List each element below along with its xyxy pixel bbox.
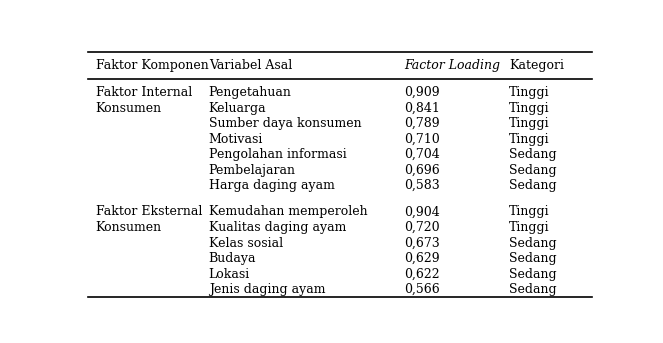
Text: 0,909: 0,909 xyxy=(404,86,440,99)
Text: 0,622: 0,622 xyxy=(404,268,440,281)
Text: Tinggi: Tinggi xyxy=(509,117,550,130)
Text: Tinggi: Tinggi xyxy=(509,132,550,145)
Text: Tinggi: Tinggi xyxy=(509,86,550,99)
Text: 0,583: 0,583 xyxy=(404,179,440,192)
Text: Faktor Internal: Faktor Internal xyxy=(95,86,192,99)
Text: Budaya: Budaya xyxy=(209,252,257,265)
Text: 0,789: 0,789 xyxy=(404,117,440,130)
Text: Sedang: Sedang xyxy=(509,237,557,249)
Text: 0,629: 0,629 xyxy=(404,252,440,265)
Text: Factor Loading: Factor Loading xyxy=(404,59,500,72)
Text: Kualitas daging ayam: Kualitas daging ayam xyxy=(209,221,346,234)
Text: Sedang: Sedang xyxy=(509,179,557,192)
Text: Kelas sosial: Kelas sosial xyxy=(209,237,283,249)
Text: 0,904: 0,904 xyxy=(404,205,440,218)
Text: Sedang: Sedang xyxy=(509,252,557,265)
Text: Lokasi: Lokasi xyxy=(209,268,250,281)
Text: Variabel Asal: Variabel Asal xyxy=(209,59,292,72)
Text: Pengolahan informasi: Pengolahan informasi xyxy=(209,148,347,161)
Text: 0,566: 0,566 xyxy=(404,283,440,296)
Text: Tinggi: Tinggi xyxy=(509,221,550,234)
Text: 0,704: 0,704 xyxy=(404,148,440,161)
Text: Harga daging ayam: Harga daging ayam xyxy=(209,179,335,192)
Text: Motivasi: Motivasi xyxy=(209,132,263,145)
Text: Pembelajaran: Pembelajaran xyxy=(209,164,296,177)
Text: Sumber daya konsumen: Sumber daya konsumen xyxy=(209,117,361,130)
Text: Faktor Komponen: Faktor Komponen xyxy=(95,59,208,72)
Text: Pengetahuan: Pengetahuan xyxy=(209,86,292,99)
Text: Faktor Eksternal: Faktor Eksternal xyxy=(95,205,202,218)
Text: Keluarga: Keluarga xyxy=(209,102,267,115)
Text: Sedang: Sedang xyxy=(509,283,557,296)
Text: Sedang: Sedang xyxy=(509,268,557,281)
Text: Konsumen: Konsumen xyxy=(95,221,162,234)
Text: Kemudahan memperoleh: Kemudahan memperoleh xyxy=(209,205,367,218)
Text: Jenis daging ayam: Jenis daging ayam xyxy=(209,283,326,296)
Text: Tinggi: Tinggi xyxy=(509,205,550,218)
Text: 0,696: 0,696 xyxy=(404,164,440,177)
Text: Konsumen: Konsumen xyxy=(95,102,162,115)
Text: Kategori: Kategori xyxy=(509,59,564,72)
Text: Sedang: Sedang xyxy=(509,148,557,161)
Text: Sedang: Sedang xyxy=(509,164,557,177)
Text: 0,841: 0,841 xyxy=(404,102,440,115)
Text: 0,720: 0,720 xyxy=(404,221,440,234)
Text: Tinggi: Tinggi xyxy=(509,102,550,115)
Text: 0,710: 0,710 xyxy=(404,132,440,145)
Text: 0,673: 0,673 xyxy=(404,237,440,249)
